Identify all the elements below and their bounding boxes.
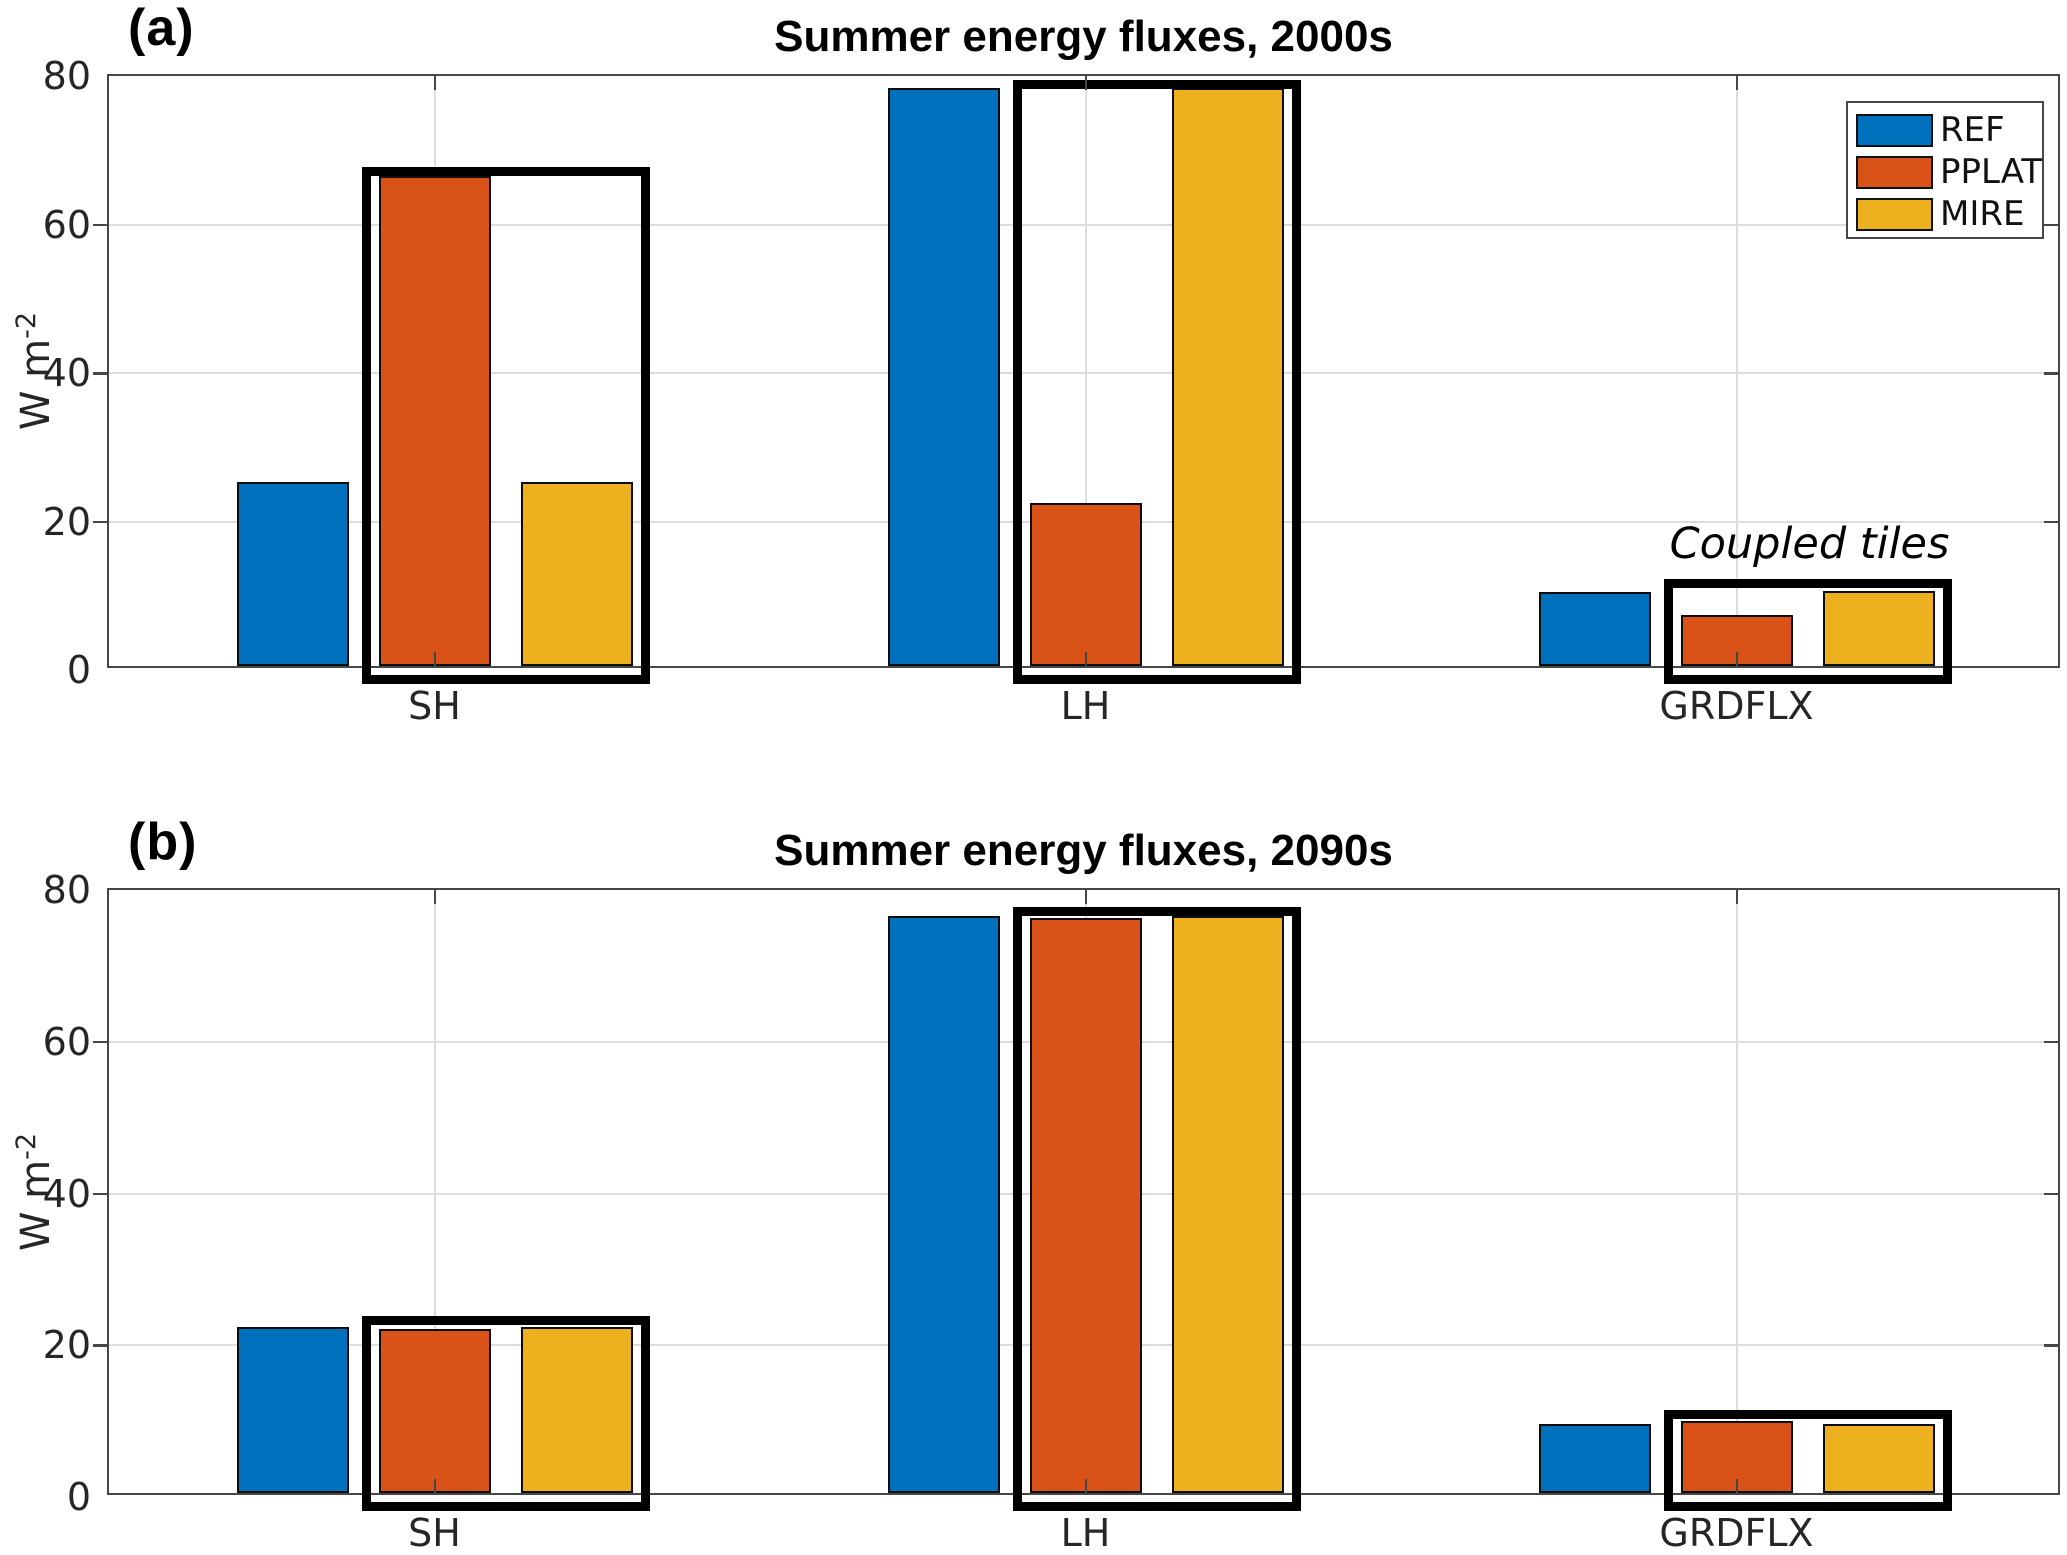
- x-gridline: [1736, 890, 1738, 1493]
- y-gridline: [109, 372, 2058, 374]
- x-tick-bottom: [1085, 652, 1088, 666]
- y-tick-label: 40: [0, 348, 91, 398]
- panel-label-b: (b): [128, 812, 197, 872]
- legend-label-ref: REF: [1940, 110, 2005, 150]
- legend-swatch-ref: [1856, 114, 1933, 147]
- bar-ref-sh: [237, 1327, 349, 1493]
- coupled-tiles-box-lh: [1013, 80, 1301, 684]
- bar-mire-grdflx: [1823, 591, 1935, 666]
- y-tick-label: 20: [0, 497, 91, 547]
- x-gridline: [1085, 76, 1087, 666]
- legend-swatch-mire: [1856, 198, 1933, 231]
- y-gridline: [109, 1041, 2058, 1043]
- y-tick-right: [2044, 1041, 2058, 1044]
- y-tick-left: [93, 1193, 109, 1196]
- coupled-tiles-box-sh: [362, 167, 650, 684]
- y-tick-label: 0: [0, 645, 91, 695]
- bar-pplat-sh: [379, 176, 491, 666]
- x-tick-bottom: [1736, 1479, 1739, 1493]
- x-tick-top: [434, 890, 437, 904]
- y-tick-left: [93, 1041, 109, 1044]
- y-tick-left: [93, 1344, 109, 1347]
- category-label: LH: [946, 1511, 1226, 1555]
- category-label: SH: [295, 1511, 575, 1555]
- legend-swatch-pplat: [1856, 156, 1933, 189]
- category-label: GRDFLX: [1597, 684, 1877, 728]
- y-tick-label: 40: [0, 1169, 91, 1219]
- coupled-tiles-box-lh: [1013, 907, 1301, 1511]
- coupled-tiles-annotation: Coupled tiles: [1530, 519, 2067, 569]
- legend-item-mire: MIRE: [1856, 193, 2042, 235]
- y-tick-right: [2044, 224, 2058, 227]
- bar-pplat-sh: [379, 1329, 491, 1493]
- panel-b-title: Summer energy fluxes, 2090s: [534, 826, 1634, 876]
- bar-pplat-lh: [1030, 918, 1142, 1493]
- category-label: LH: [946, 684, 1226, 728]
- y-tick-label: 20: [0, 1320, 91, 1370]
- bar-pplat-grdflx: [1681, 1421, 1793, 1493]
- panel-label-a: (a): [128, 0, 195, 58]
- y-axis-label-text: W m-2: [11, 1132, 59, 1250]
- bar-pplat-lh: [1030, 503, 1142, 666]
- legend-label-mire: MIRE: [1940, 194, 2024, 234]
- bar-ref-sh: [237, 482, 349, 666]
- y-tick-left: [93, 372, 109, 375]
- y-axis-label-text: W m-2: [11, 312, 59, 430]
- x-tick-bottom: [434, 1479, 437, 1493]
- legend-item-pplat: PPLAT: [1856, 151, 2042, 193]
- x-tick-bottom: [434, 652, 437, 666]
- x-tick-top: [1736, 76, 1739, 90]
- x-tick-top: [1736, 890, 1739, 904]
- x-tick-top: [1085, 890, 1088, 904]
- bar-pplat-grdflx: [1681, 615, 1793, 666]
- x-tick-top: [1085, 76, 1088, 90]
- y-tick-left: [93, 521, 109, 524]
- x-gridline: [1736, 76, 1738, 666]
- panel-a-title: Summer energy fluxes, 2000s: [534, 12, 1634, 62]
- x-gridline: [434, 890, 436, 1493]
- y-tick-label: 80: [0, 51, 91, 101]
- x-gridline: [434, 76, 436, 666]
- bar-ref-grdflx: [1539, 592, 1651, 666]
- x-tick-top: [434, 76, 437, 90]
- bar-ref-grdflx: [1539, 1424, 1651, 1493]
- bar-ref-lh: [888, 88, 1000, 666]
- bar-mire-lh: [1172, 88, 1284, 666]
- y-tick-right: [2044, 521, 2058, 524]
- coupled-tiles-box-grdflx: [1664, 579, 1952, 684]
- y-tick-label: 0: [0, 1472, 91, 1522]
- bar-ref-lh: [888, 916, 1000, 1493]
- x-tick-bottom: [1736, 652, 1739, 666]
- y-tick-label: 80: [0, 865, 91, 915]
- bar-mire-lh: [1172, 916, 1284, 1493]
- y-tick-right: [2044, 1193, 2058, 1196]
- y-tick-right: [2044, 1344, 2058, 1347]
- y-gridline: [109, 224, 2058, 226]
- y-tick-right: [2044, 372, 2058, 375]
- coupled-tiles-box-sh: [362, 1316, 650, 1511]
- legend-item-ref: REF: [1856, 109, 2042, 151]
- legend-label-pplat: PPLAT: [1940, 152, 2042, 192]
- bar-mire-grdflx: [1823, 1424, 1935, 1493]
- y-tick-label: 60: [0, 200, 91, 250]
- legend: REF PPLAT MIRE: [1846, 101, 2044, 239]
- y-gridline: [109, 1344, 2058, 1346]
- x-gridline: [1085, 890, 1087, 1493]
- bar-mire-sh: [521, 1327, 633, 1493]
- category-label: SH: [295, 684, 575, 728]
- y-tick-left: [93, 224, 109, 227]
- x-tick-bottom: [1085, 1479, 1088, 1493]
- coupled-tiles-box-grdflx: [1664, 1410, 1952, 1511]
- bar-mire-sh: [521, 482, 633, 666]
- category-label: GRDFLX: [1597, 1511, 1877, 1555]
- y-gridline: [109, 1193, 2058, 1195]
- y-tick-label: 60: [0, 1017, 91, 1067]
- y-gridline: [109, 521, 2058, 523]
